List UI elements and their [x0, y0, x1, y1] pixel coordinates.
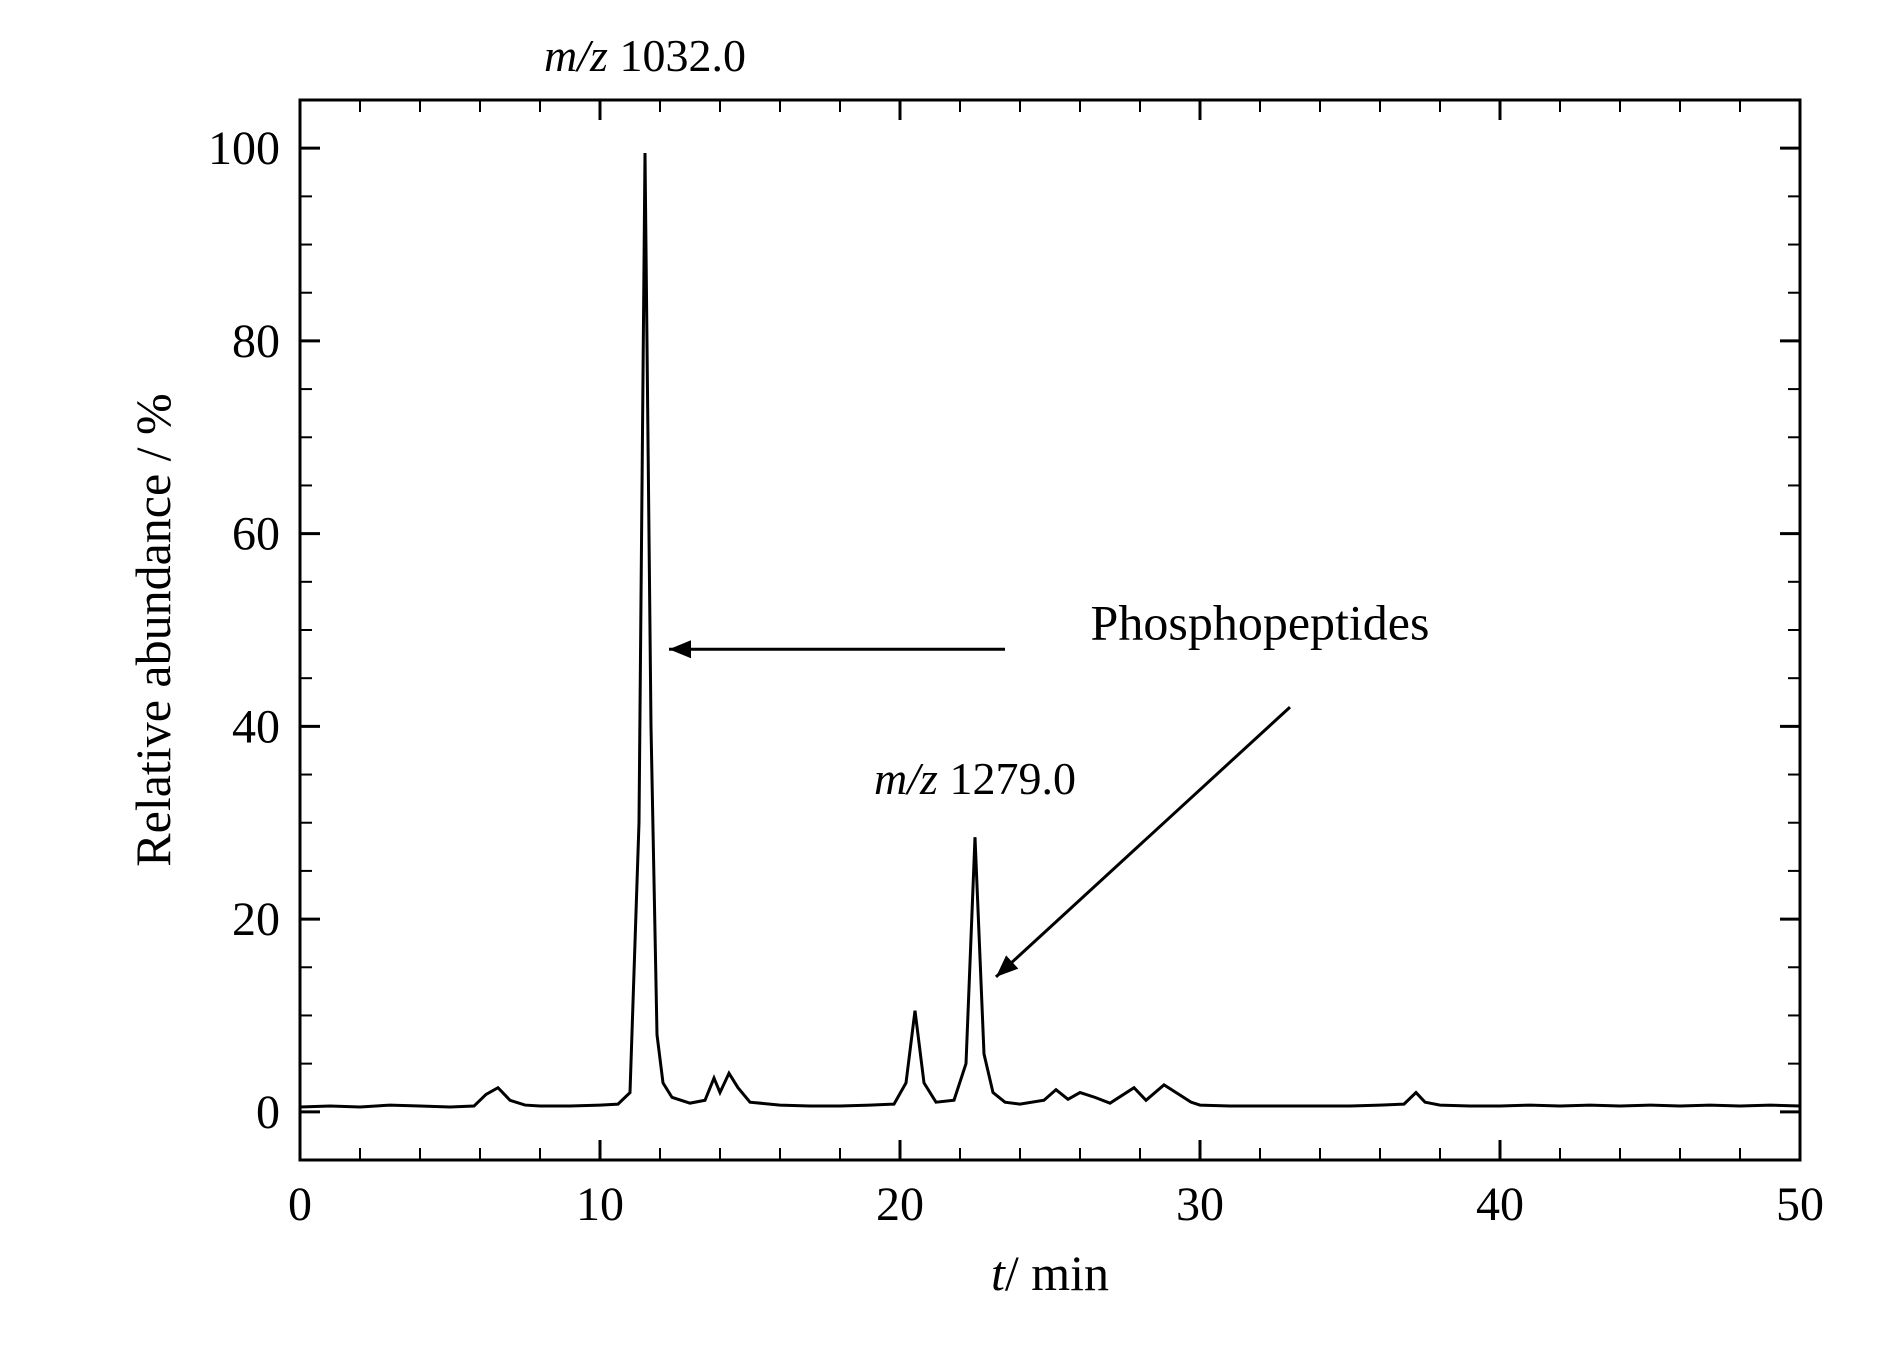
svg-text:30: 30 [1176, 1178, 1224, 1231]
svg-text:50: 50 [1776, 1178, 1824, 1231]
chromatogram-trace [300, 153, 1800, 1107]
phosphopeptides-label: Phosphopeptides [1091, 595, 1430, 651]
svg-text:40: 40 [232, 700, 280, 753]
svg-text:20: 20 [876, 1178, 924, 1231]
x-axis-label: t/ min [991, 1245, 1109, 1301]
svg-text:10: 10 [576, 1178, 624, 1231]
chromatogram-chart: 0 10 20 30 40 50 0 20 40 60 80 100 t/ min Relative ab… [40, 40, 1840, 1320]
svg-text:40: 40 [1476, 1178, 1524, 1231]
svg-text:20: 20 [232, 893, 280, 946]
svg-text:80: 80 [232, 315, 280, 368]
chart-svg: 0 10 20 30 40 50 0 20 40 60 80 100 t/ min Relative ab… [40, 40, 1840, 1320]
svg-text:60: 60 [232, 508, 280, 561]
svg-text:0: 0 [288, 1178, 312, 1231]
peak-label-0: m/z 1032.0 [544, 40, 746, 81]
y-axis-label: Relative abundance / % [125, 393, 181, 866]
svg-text:0: 0 [256, 1086, 280, 1139]
svg-text:100: 100 [208, 122, 280, 175]
peak-label-1: m/z 1279.0 [874, 753, 1076, 804]
